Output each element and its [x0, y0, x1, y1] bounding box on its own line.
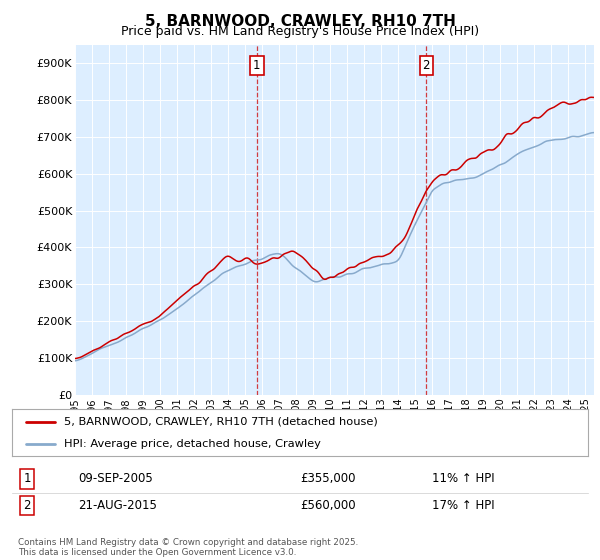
Text: 1: 1 [23, 472, 31, 486]
Text: 11% ↑ HPI: 11% ↑ HPI [432, 472, 494, 486]
Text: 5, BARNWOOD, CRAWLEY, RH10 7TH (detached house): 5, BARNWOOD, CRAWLEY, RH10 7TH (detached… [64, 417, 377, 427]
Text: 5, BARNWOOD, CRAWLEY, RH10 7TH: 5, BARNWOOD, CRAWLEY, RH10 7TH [145, 14, 455, 29]
Text: Contains HM Land Registry data © Crown copyright and database right 2025.
This d: Contains HM Land Registry data © Crown c… [18, 538, 358, 557]
Text: 2: 2 [422, 59, 430, 72]
Text: HPI: Average price, detached house, Crawley: HPI: Average price, detached house, Craw… [64, 438, 321, 449]
Text: 17% ↑ HPI: 17% ↑ HPI [432, 499, 494, 512]
Text: 1: 1 [253, 59, 260, 72]
Text: 09-SEP-2005: 09-SEP-2005 [78, 472, 153, 486]
Text: 21-AUG-2015: 21-AUG-2015 [78, 499, 157, 512]
Text: Price paid vs. HM Land Registry's House Price Index (HPI): Price paid vs. HM Land Registry's House … [121, 25, 479, 38]
Text: £355,000: £355,000 [300, 472, 355, 486]
Text: £560,000: £560,000 [300, 499, 356, 512]
Text: 2: 2 [23, 499, 31, 512]
